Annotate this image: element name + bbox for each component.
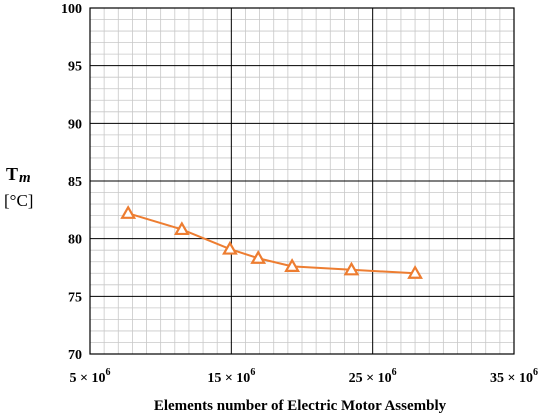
x-axis-label: Elements number of Electric Motor Assemb… [154, 398, 447, 414]
data-series [120, 205, 423, 279]
y-tick-label: 85 [68, 175, 82, 190]
data-point-marker [343, 261, 360, 276]
y-axis-unit: [°C] [4, 191, 33, 210]
data-point-marker [250, 250, 267, 264]
y-tick-label: 75 [68, 290, 82, 305]
x-axis-tick-labels: 5 × 106 15 × 106 25 × 106 35 × 106 [70, 367, 538, 386]
series-line [127, 212, 416, 275]
x-tick-label: 15 × 106 [207, 367, 255, 386]
major-grid [90, 8, 514, 354]
data-point-marker [120, 205, 137, 219]
x-tick-label: 35 × 106 [490, 367, 538, 386]
y-axis-label: Tm [6, 164, 31, 186]
y-tick-label: 70 [68, 348, 82, 363]
x-tick-label: 25 × 106 [349, 367, 397, 386]
y-tick-label: 90 [68, 117, 82, 132]
data-point-marker [407, 265, 423, 279]
data-point-marker [222, 240, 238, 255]
data-point-marker [173, 221, 190, 236]
x-tick-label: 5 × 106 [70, 367, 111, 386]
plot-area-frame [89, 7, 515, 355]
data-point-marker [284, 258, 301, 272]
y-axis-tick-labels: 70 75 80 85 90 95 100 [61, 2, 82, 363]
y-tick-label: 80 [68, 233, 82, 248]
y-tick-label: 95 [68, 60, 82, 75]
y-tick-label: 100 [61, 2, 82, 17]
